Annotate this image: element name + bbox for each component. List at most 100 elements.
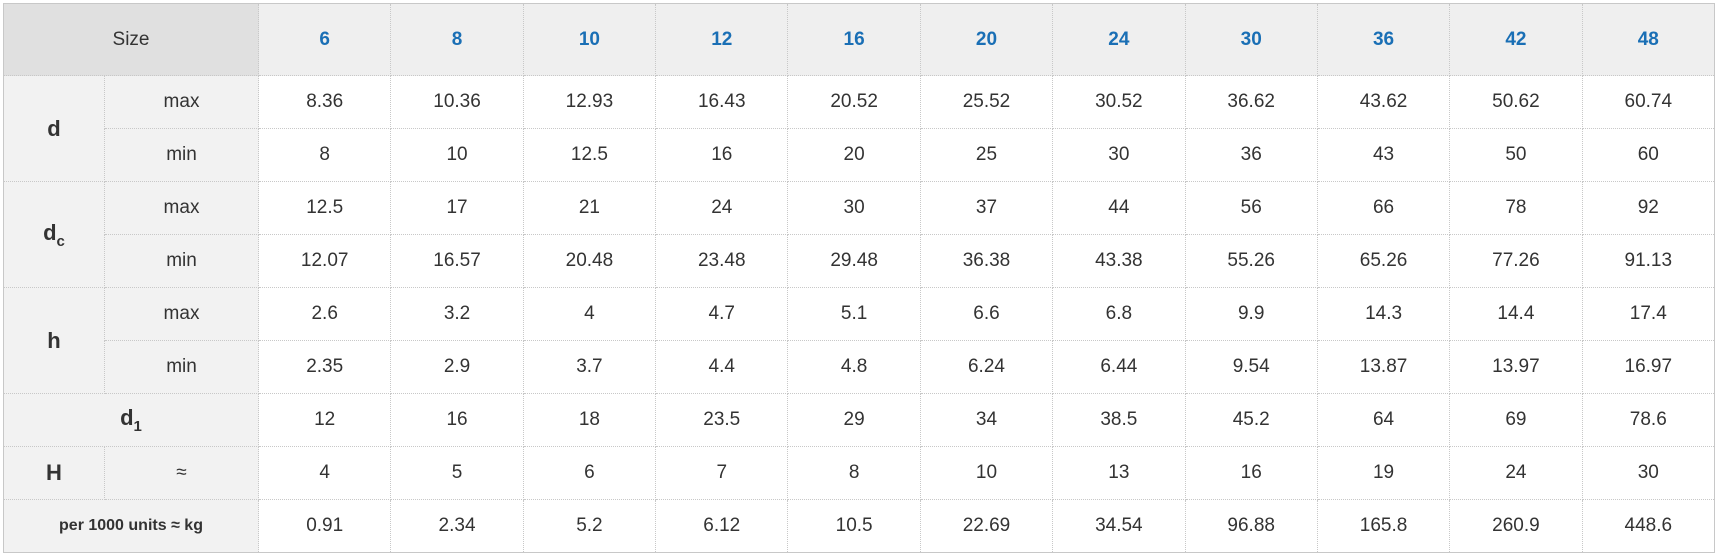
row-label: max (104, 181, 259, 235)
symbol-cell: dc (3, 181, 105, 288)
value-cell: 13.97 (1449, 340, 1583, 394)
value-cell: 56 (1184, 181, 1318, 235)
value-cell: 36.62 (1184, 75, 1318, 129)
value-cell: 13 (1052, 446, 1186, 500)
value-cell: 60 (1581, 128, 1716, 182)
value-cell: 30.52 (1052, 75, 1186, 129)
value-cell: 9.9 (1184, 287, 1318, 341)
value-cell: 66 (1316, 181, 1451, 235)
value-cell: 2.6 (257, 287, 392, 341)
value-cell: 37 (919, 181, 1054, 235)
value-cell: 20.52 (787, 75, 921, 129)
value-cell: 7 (655, 446, 789, 500)
value-cell: 14.3 (1316, 287, 1451, 341)
value-cell: 10 (919, 446, 1054, 500)
value-cell: 6.24 (919, 340, 1054, 394)
size-label: Size (3, 3, 259, 76)
value-cell: 43.62 (1316, 75, 1451, 129)
value-cell: 3.7 (522, 340, 657, 394)
value-cell: 6 (522, 446, 657, 500)
value-cell: 2.34 (390, 499, 524, 553)
symbol-base: d (47, 115, 61, 141)
value-cell: 96.88 (1184, 499, 1318, 553)
size-header: 10 (522, 3, 657, 76)
value-cell: 14.4 (1449, 287, 1583, 341)
value-cell: 38.5 (1052, 393, 1186, 447)
value-cell: 8.36 (257, 75, 392, 129)
table-row: min 12.07 16.57 20.48 23.48 29.48 36.38 43.38 55… (4, 234, 1716, 288)
value-cell: 16.97 (1581, 340, 1716, 394)
size-header: 20 (919, 3, 1054, 76)
value-cell: 6.12 (655, 499, 789, 553)
value-cell: 20.48 (522, 234, 657, 288)
value-cell: 24 (1449, 446, 1583, 500)
value-cell: 16 (390, 393, 524, 447)
value-cell: 4 (257, 446, 392, 500)
value-cell: 16.43 (655, 75, 789, 129)
value-cell: 12.5 (522, 128, 657, 182)
value-cell: 64 (1316, 393, 1451, 447)
size-header: 8 (390, 3, 524, 76)
table-header: Size 6 8 10 12 16 20 24 30 36 42 48 (3, 3, 1716, 76)
value-cell: 29 (787, 393, 921, 447)
value-cell: 4 (522, 287, 657, 341)
value-cell: 448.6 (1581, 499, 1716, 553)
size-header: 24 (1052, 3, 1186, 76)
value-cell: 16.57 (390, 234, 524, 288)
value-cell: 65.26 (1316, 234, 1451, 288)
header-row: Size 6 8 10 12 16 20 24 30 36 42 48 (3, 3, 1716, 76)
value-cell: 36 (1184, 128, 1318, 182)
value-cell: 4.8 (787, 340, 921, 394)
value-cell: 3.2 (390, 287, 524, 341)
value-cell: 20 (787, 128, 921, 182)
value-cell: 19 (1316, 446, 1451, 500)
size-header: 42 (1449, 3, 1583, 76)
value-cell: 34.54 (1052, 499, 1186, 553)
value-cell: 45.2 (1184, 393, 1318, 447)
value-cell: 25.52 (919, 75, 1054, 129)
row-label: max (104, 75, 259, 129)
value-cell: 6.8 (1052, 287, 1186, 341)
value-cell: 12 (257, 393, 392, 447)
row-label: min (104, 128, 259, 182)
symbol-subscript: 1 (133, 418, 142, 435)
table-row: h max 2.6 3.2 4 4.7 5.1 6.6 6.8 9.9 14.3 14.4 17.4 (3, 287, 1716, 394)
symbol-base: H (46, 460, 62, 485)
value-cell: 2.35 (257, 340, 392, 394)
symbol-cell: per 1000 units ≈ kg (3, 499, 259, 553)
value-cell: 91.13 (1581, 234, 1716, 288)
value-cell: 5 (390, 446, 524, 500)
value-cell: 77.26 (1449, 234, 1583, 288)
value-cell: 18 (522, 393, 657, 447)
value-cell: 22.69 (919, 499, 1054, 553)
value-cell: 2.9 (390, 340, 524, 394)
value-cell: 8 (787, 446, 921, 500)
value-cell: 16 (1184, 446, 1318, 500)
row-label: ≈ (104, 446, 259, 500)
value-cell: 43 (1316, 128, 1451, 182)
value-cell: 92 (1581, 181, 1716, 235)
spec-table: Size 6 8 10 12 16 20 24 30 36 42 48 d max 8.36 10.36 1… (3, 3, 1716, 553)
value-cell: 43.38 (1052, 234, 1186, 288)
value-cell: 16 (655, 128, 789, 182)
value-cell: 10.5 (787, 499, 921, 553)
value-cell: 60.74 (1581, 75, 1716, 129)
value-cell: 12.5 (257, 181, 392, 235)
table-row: min 2.35 2.9 3.7 4.4 4.8 6.24 6.44 9.54 13.87 13.9… (4, 340, 1716, 394)
table-row: min 8 10 12.5 16 20 25 30 36 43 50 60 (4, 128, 1716, 182)
value-cell: 69 (1449, 393, 1583, 447)
value-cell: 30 (1581, 446, 1716, 500)
value-cell: 6.44 (1052, 340, 1186, 394)
table-row: per 1000 units ≈ kg 0.91 2.34 5.2 6.12 10.5 22… (3, 499, 1716, 553)
value-cell: 78 (1449, 181, 1583, 235)
value-cell: 24 (655, 181, 789, 235)
symbol-cell: H (3, 446, 105, 500)
value-cell: 12.93 (522, 75, 657, 129)
value-cell: 55.26 (1184, 234, 1318, 288)
size-header: 12 (655, 3, 789, 76)
table-row: H ≈4 5 6 7 8 10 13 16 19 24 30 (3, 446, 1716, 500)
value-cell: 21 (522, 181, 657, 235)
value-cell: 12.07 (257, 234, 392, 288)
value-cell: 8 (257, 128, 392, 182)
